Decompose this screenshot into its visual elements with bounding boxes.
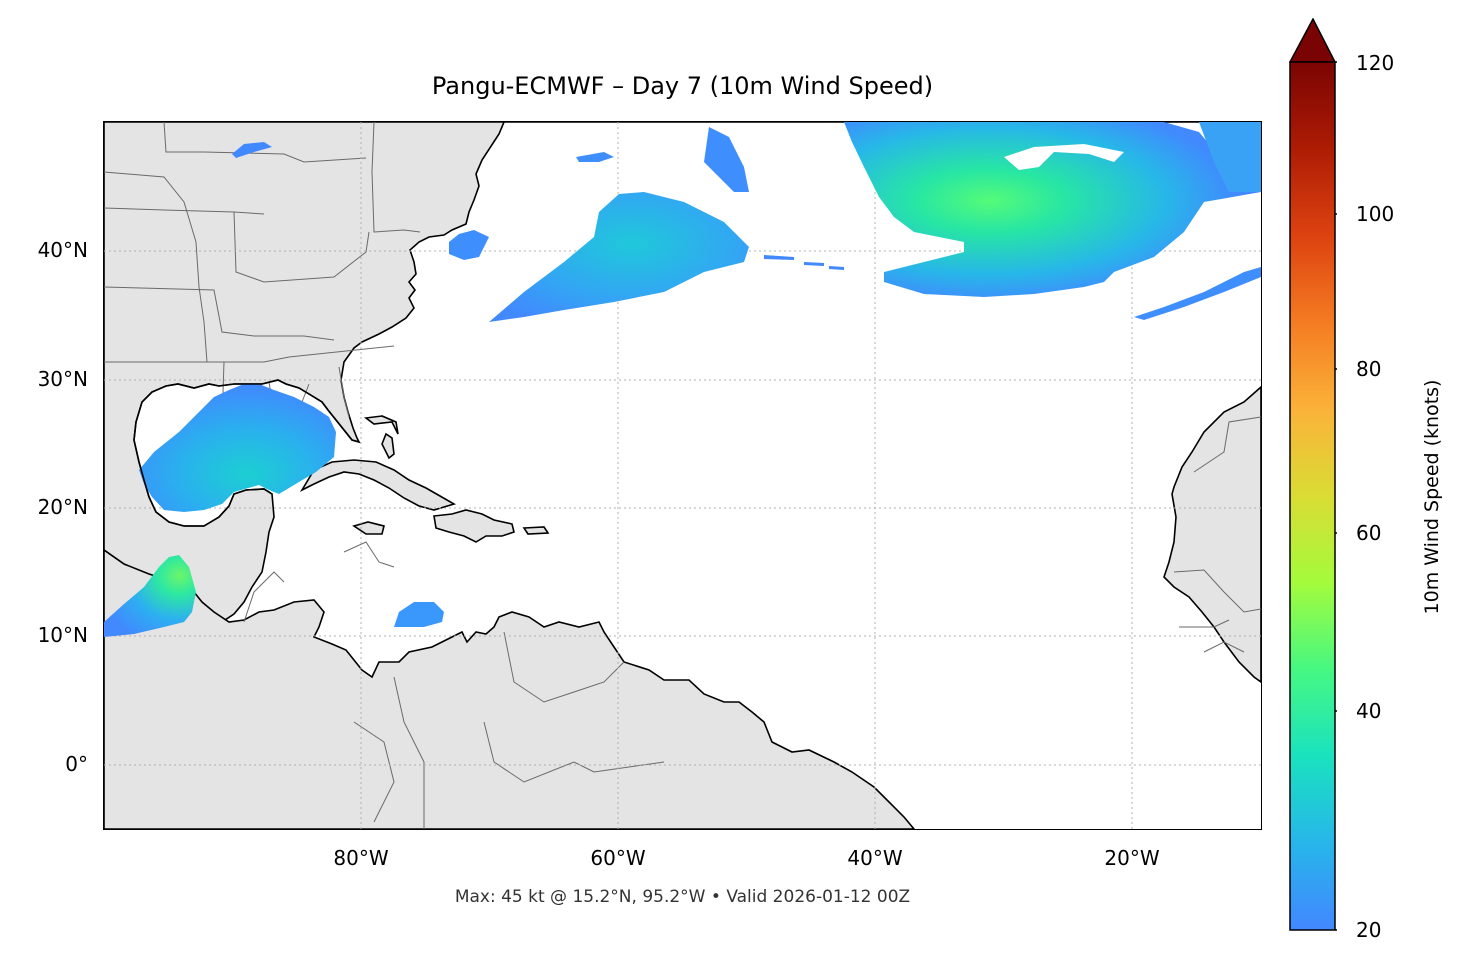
political-borders bbox=[104, 122, 1261, 829]
max-wind-footer: Max: 45 kt @ 15.2°N, 95.2°W • Valid 2026… bbox=[454, 887, 911, 907]
y-tick-40n: 40°N bbox=[37, 238, 88, 262]
wind-central-atlantic-cyclone bbox=[844, 122, 1261, 297]
land-puerto-rico bbox=[522, 526, 550, 535]
colorbar-tick-20: 20 bbox=[1356, 918, 1382, 942]
land-west-africa bbox=[1163, 385, 1261, 683]
colorbar-tick-120: 120 bbox=[1356, 51, 1395, 75]
y-tick-0: 0° bbox=[65, 752, 88, 776]
colorbar-tick-40: 40 bbox=[1356, 699, 1382, 723]
colorbar-label: 10m Wind Speed (knots) bbox=[1421, 379, 1443, 615]
chart-title: Pangu-ECMWF – Day 7 (10m Wind Speed) bbox=[431, 72, 934, 100]
wind-lake-superior bbox=[232, 142, 272, 158]
x-tick-40w: 40°W bbox=[847, 846, 903, 870]
land-cuba bbox=[299, 459, 457, 511]
x-tick-20w: 20°W bbox=[1104, 846, 1160, 870]
wind-caribbean-colombia bbox=[394, 602, 444, 627]
wind-speed-field bbox=[104, 122, 1261, 637]
wind-east-streak bbox=[1134, 267, 1261, 320]
y-tick-20n: 20°N bbox=[37, 495, 88, 519]
colorbar-tick-80: 80 bbox=[1356, 357, 1382, 381]
colorbar-tick-60: 60 bbox=[1356, 521, 1382, 545]
x-tick-60w: 60°W bbox=[590, 846, 646, 870]
wind-nova-scotia bbox=[576, 127, 749, 192]
land-jamaica bbox=[352, 521, 385, 535]
map-plot-area[interactable] bbox=[104, 122, 1261, 829]
wind-gulf-of-maine bbox=[449, 230, 489, 260]
y-tick-10n: 10°N bbox=[37, 623, 88, 647]
land-hispaniola bbox=[433, 509, 515, 543]
wind-cyclone-hook-gap bbox=[1004, 144, 1124, 170]
wind-right-top bbox=[1199, 122, 1261, 192]
x-tick-80w: 80°W bbox=[333, 846, 389, 870]
land-central-south-america bbox=[104, 549, 916, 829]
wind-nw-atlantic bbox=[489, 192, 749, 322]
wind-gulf-of-mexico bbox=[139, 384, 336, 512]
wind-tehuantepec-jet bbox=[104, 555, 196, 637]
coastline-gulf bbox=[133, 379, 360, 527]
land-bahamas bbox=[363, 415, 399, 460]
map-canvas bbox=[104, 122, 1261, 829]
colorbar-tick-100: 100 bbox=[1356, 202, 1395, 226]
wind-dashes bbox=[764, 255, 844, 270]
y-tick-30n: 30°N bbox=[37, 367, 88, 391]
colorbar bbox=[1289, 18, 1337, 931]
